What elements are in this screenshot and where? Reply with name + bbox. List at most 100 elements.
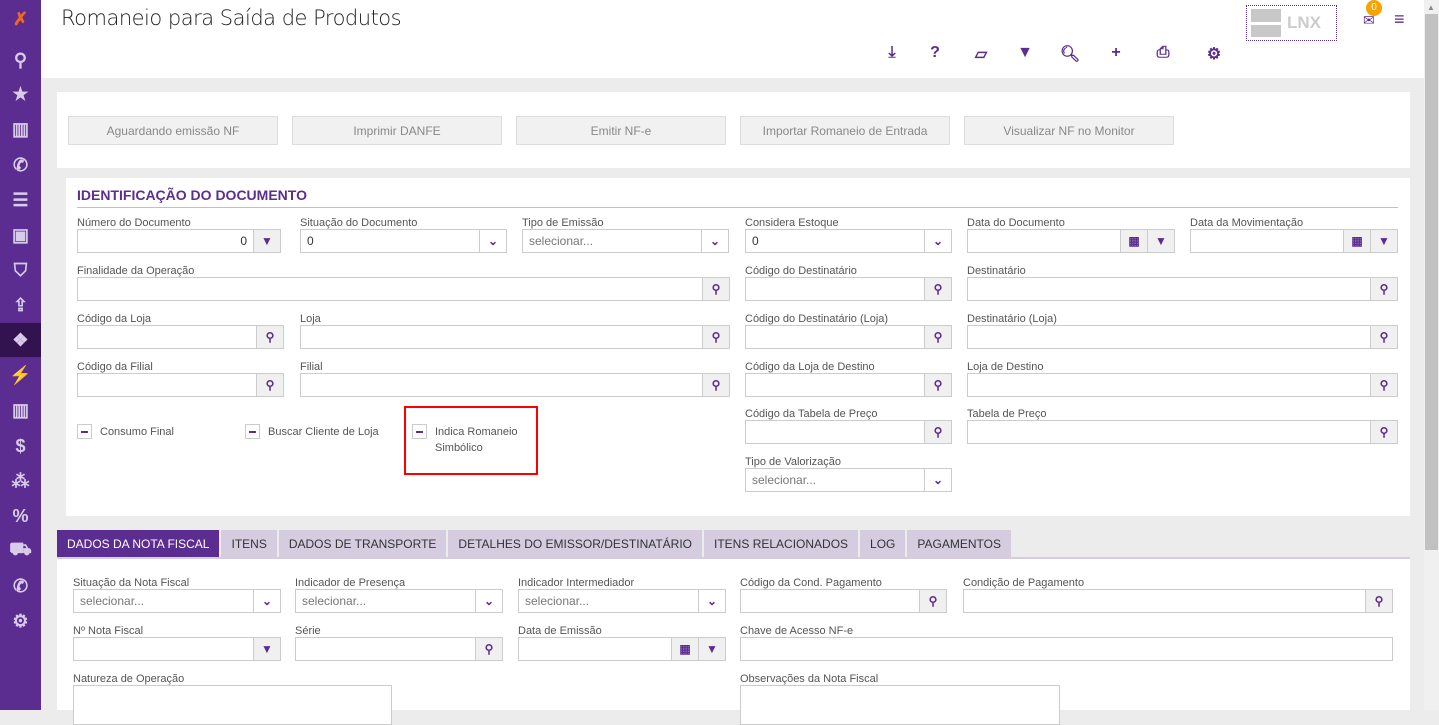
- field-input[interactable]: [740, 685, 1060, 725]
- field-input[interactable]: ▦ ▼: [1190, 229, 1398, 253]
- field-value[interactable]: [78, 326, 256, 348]
- field-input[interactable]: ▦ ▼: [967, 229, 1175, 253]
- search-icon[interactable]: ⚲: [924, 421, 951, 443]
- dropbox-icon[interactable]: ❖: [0, 323, 41, 357]
- filter-icon[interactable]: ▼: [1147, 230, 1174, 252]
- field-value[interactable]: [741, 638, 1392, 660]
- cart-icon[interactable]: ⛟: [9, 539, 32, 559]
- field-value[interactable]: [519, 638, 671, 660]
- field-value[interactable]: [301, 374, 702, 396]
- search-icon[interactable]: ⚲: [924, 374, 951, 396]
- calendar-icon[interactable]: ▦: [671, 638, 698, 660]
- field-input[interactable]: ⚲: [295, 637, 503, 661]
- filter-icon[interactable]: ▼: [698, 638, 725, 660]
- field-value[interactable]: [74, 686, 391, 724]
- phone-square-icon[interactable]: ✆: [12, 575, 29, 596]
- search-icon[interactable]: ⚲: [475, 638, 502, 660]
- search-icon[interactable]: ⚲: [702, 326, 729, 348]
- search-icon[interactable]: ⚲: [256, 326, 283, 348]
- percent-icon[interactable]: %: [12, 505, 29, 526]
- field-value[interactable]: [968, 278, 1370, 300]
- basket-icon[interactable]: ⛉: [13, 259, 28, 280]
- field-input[interactable]: ⚲: [745, 420, 952, 444]
- print-icon[interactable]: ⎙: [1156, 44, 1170, 61]
- bar-chart-icon[interactable]: ▥: [11, 118, 29, 139]
- chevron-down-icon[interactable]: ⌄: [475, 590, 502, 612]
- logo-icon[interactable]: ✗: [12, 8, 29, 29]
- phone-icon[interactable]: ✆: [12, 154, 29, 175]
- field-value[interactable]: [74, 638, 253, 660]
- search-icon[interactable]: 🔍︎: [1059, 46, 1081, 63]
- field-input[interactable]: 0 ⌄: [745, 229, 952, 253]
- field-input[interactable]: selecionar... ⌄: [73, 589, 281, 613]
- field-value[interactable]: [1191, 230, 1343, 252]
- field-value[interactable]: [968, 374, 1370, 396]
- field-input[interactable]: ⚲: [740, 589, 947, 613]
- action-button[interactable]: Imprimir DANFE: [292, 116, 502, 145]
- field-input[interactable]: ⚲: [967, 325, 1398, 349]
- field-value[interactable]: [746, 278, 924, 300]
- search-icon[interactable]: ⚲: [256, 374, 283, 396]
- checkbox-1[interactable]: Consumo Final: [77, 424, 174, 440]
- field-value[interactable]: selecionar...: [525, 594, 590, 608]
- contacts-icon[interactable]: ▣: [11, 224, 29, 245]
- checkbox-box[interactable]: [245, 424, 260, 439]
- calendar-icon[interactable]: ▦: [1120, 230, 1147, 252]
- field-value[interactable]: [746, 326, 924, 348]
- action-button[interactable]: Importar Romaneio de Entrada: [740, 116, 950, 145]
- field-value[interactable]: [741, 590, 919, 612]
- star-icon[interactable]: ★: [12, 83, 29, 104]
- field-value[interactable]: [968, 326, 1370, 348]
- field-input[interactable]: [740, 637, 1393, 661]
- field-input[interactable]: selecionar... ⌄: [295, 589, 503, 613]
- chevron-down-icon[interactable]: ⌄: [701, 230, 728, 252]
- gear-icon[interactable]: ⚙: [1206, 46, 1222, 63]
- search-icon[interactable]: ⚲: [924, 278, 951, 300]
- field-input[interactable]: 0 ▼: [77, 229, 281, 253]
- field-input[interactable]: ⚲: [745, 277, 952, 301]
- bar-chart-icon[interactable]: ▥: [11, 399, 29, 420]
- plus-icon[interactable]: +: [1111, 44, 1121, 61]
- field-value[interactable]: [746, 421, 924, 443]
- checkbox-3[interactable]: Indica Romaneio Simbólico: [412, 424, 527, 456]
- field-input[interactable]: ⚲: [77, 373, 284, 397]
- dollar-icon[interactable]: $: [15, 435, 26, 456]
- field-value[interactable]: 0: [240, 234, 247, 248]
- chevron-down-icon[interactable]: ⌄: [924, 230, 951, 252]
- search-icon[interactable]: ⚲: [1365, 590, 1392, 612]
- search-icon[interactable]: ⚲: [1370, 326, 1397, 348]
- list-icon[interactable]: ☰: [12, 189, 29, 210]
- tab-4[interactable]: DETALHES DO EMISSOR/DESTINATÁRIO: [448, 530, 703, 558]
- field-value[interactable]: [968, 230, 1120, 252]
- field-value[interactable]: selecionar...: [302, 594, 367, 608]
- search-icon[interactable]: ⚲: [1370, 421, 1397, 443]
- field-input[interactable]: ⚲: [77, 325, 284, 349]
- action-button[interactable]: Visualizar NF no Monitor: [964, 116, 1174, 145]
- field-value[interactable]: 0: [752, 234, 759, 248]
- field-value[interactable]: [301, 326, 702, 348]
- chevron-down-icon[interactable]: ⌄: [924, 469, 951, 491]
- field-value[interactable]: [964, 590, 1365, 612]
- checkbox-box[interactable]: [412, 424, 427, 439]
- action-button[interactable]: Emitir NF-e: [516, 116, 726, 145]
- field-value[interactable]: [296, 638, 475, 660]
- field-input[interactable]: selecionar... ⌄: [522, 229, 729, 253]
- cubes-icon[interactable]: ⁂: [11, 470, 30, 491]
- filter-icon[interactable]: ▼: [253, 638, 280, 660]
- checkbox-2[interactable]: Buscar Cliente de Loja: [245, 424, 379, 440]
- field-input[interactable]: ⚲: [967, 420, 1398, 444]
- field-input[interactable]: selecionar... ⌄: [518, 589, 726, 613]
- cogs-icon[interactable]: ⚙: [12, 610, 29, 631]
- chevron-down-icon[interactable]: ⌄: [479, 230, 506, 252]
- field-value[interactable]: [746, 374, 924, 396]
- field-input[interactable]: selecionar... ⌄: [745, 468, 952, 492]
- field-input[interactable]: ⚲: [745, 325, 952, 349]
- filter-icon[interactable]: ▼: [1017, 44, 1033, 61]
- search-icon[interactable]: ⚲: [919, 590, 946, 612]
- field-value[interactable]: [741, 686, 1059, 724]
- chevron-down-icon[interactable]: ⌄: [698, 590, 725, 612]
- field-value[interactable]: selecionar...: [80, 594, 145, 608]
- chevron-down-icon[interactable]: ⌄: [253, 590, 280, 612]
- search-icon[interactable]: ⚲: [13, 49, 28, 70]
- checkbox-box[interactable]: [77, 424, 92, 439]
